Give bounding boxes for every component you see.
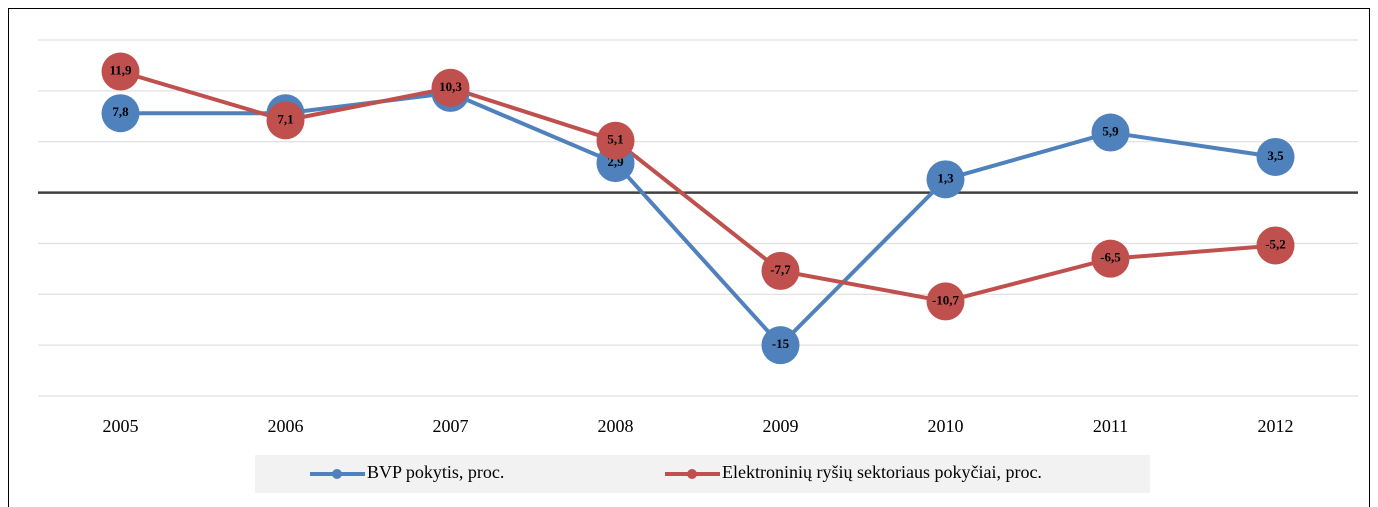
marker [926, 282, 965, 321]
x-tick-label: 2009 [763, 416, 799, 436]
x-tick-label: 2012 [1258, 416, 1294, 436]
data-label: -10,7 [932, 292, 960, 307]
chart-border [8, 8, 1370, 507]
marker [926, 160, 965, 199]
data-label: 5,1 [607, 132, 623, 147]
marker [761, 251, 800, 290]
marker [1091, 113, 1130, 152]
marker [431, 68, 470, 107]
data-label: -7,7 [770, 262, 791, 277]
data-label: 7,1 [277, 111, 293, 126]
marker [101, 94, 140, 133]
data-label: -15 [772, 336, 790, 351]
marker [266, 101, 305, 140]
x-tick-label: 2010 [928, 416, 964, 436]
marker [1256, 137, 1295, 176]
series-line [120, 90, 1276, 348]
data-label: -5,2 [1265, 236, 1286, 251]
legend-label: BVP pokytis, proc. [367, 462, 504, 482]
legend-label: Elektroninių ryšių sektoriaus pokyčiai, … [722, 462, 1042, 482]
legend-marker [332, 469, 342, 479]
marker [1091, 239, 1130, 278]
data-label: 11,9 [109, 63, 132, 78]
data-label: 3,5 [1267, 148, 1284, 163]
x-tick-label: 2005 [103, 416, 139, 436]
series-line [119, 69, 1276, 304]
x-tick-label: 2006 [268, 416, 304, 436]
marker [101, 52, 140, 91]
x-tick-label: 2008 [598, 416, 634, 436]
marker [596, 121, 635, 160]
data-label: 10,3 [439, 79, 462, 94]
marker [1256, 226, 1295, 265]
data-label: 1,3 [937, 170, 954, 185]
legend-marker [687, 469, 697, 479]
data-label: 7,8 [112, 104, 129, 119]
x-tick-label: 2011 [1093, 416, 1128, 436]
data-label: -6,5 [1100, 250, 1121, 265]
marker [761, 326, 800, 365]
x-tick-label: 2007 [433, 416, 469, 436]
data-label: 5,9 [1102, 124, 1119, 139]
